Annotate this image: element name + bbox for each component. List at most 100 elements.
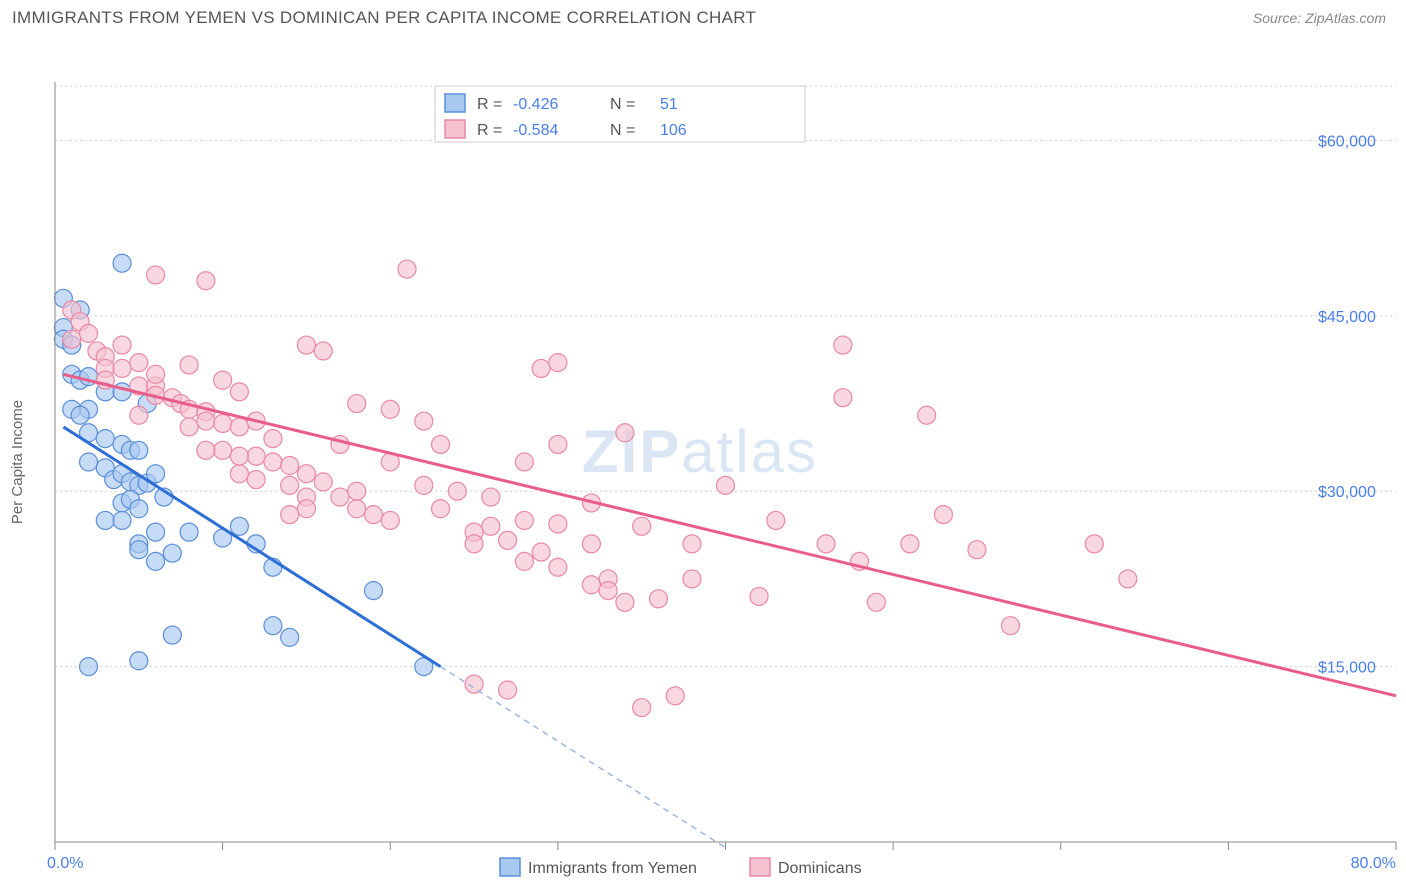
data-point bbox=[549, 558, 567, 576]
data-point bbox=[281, 457, 299, 475]
data-point bbox=[80, 324, 98, 342]
data-point bbox=[264, 430, 282, 448]
data-point bbox=[348, 500, 366, 518]
data-point bbox=[197, 412, 215, 430]
legend-n-value: 51 bbox=[660, 96, 678, 113]
data-point bbox=[582, 535, 600, 553]
data-point bbox=[767, 511, 785, 529]
data-point bbox=[230, 465, 248, 483]
data-point bbox=[130, 541, 148, 559]
data-point bbox=[934, 506, 952, 524]
data-point bbox=[717, 476, 735, 494]
data-point bbox=[968, 541, 986, 559]
data-point bbox=[364, 582, 382, 600]
data-point bbox=[130, 500, 148, 518]
data-point bbox=[499, 531, 517, 549]
data-point bbox=[247, 471, 265, 489]
data-point bbox=[197, 272, 215, 290]
data-point bbox=[1085, 535, 1103, 553]
data-point bbox=[599, 582, 617, 600]
data-point bbox=[230, 517, 248, 535]
data-point bbox=[683, 535, 701, 553]
data-point bbox=[499, 681, 517, 699]
legend-r-value: -0.426 bbox=[513, 96, 558, 113]
data-point bbox=[130, 406, 148, 424]
data-point bbox=[264, 453, 282, 471]
legend-swatch bbox=[500, 858, 520, 876]
data-point bbox=[616, 593, 634, 611]
data-point bbox=[482, 517, 500, 535]
data-point bbox=[163, 626, 181, 644]
data-point bbox=[582, 576, 600, 594]
data-point bbox=[432, 500, 450, 518]
data-point bbox=[130, 354, 148, 372]
data-point bbox=[113, 359, 131, 377]
x-max-label: 80.0% bbox=[1351, 855, 1396, 872]
y-tick-label: $15,000 bbox=[1318, 660, 1376, 677]
data-point bbox=[465, 535, 483, 553]
chart-header: IMMIGRANTS FROM YEMEN VS DOMINICAN PER C… bbox=[0, 0, 1406, 32]
data-point bbox=[96, 511, 114, 529]
data-point bbox=[130, 652, 148, 670]
x-min-label: 0.0% bbox=[47, 855, 83, 872]
data-point bbox=[515, 453, 533, 471]
data-point bbox=[515, 511, 533, 529]
data-point bbox=[348, 395, 366, 413]
chart-title: IMMIGRANTS FROM YEMEN VS DOMINICAN PER C… bbox=[12, 8, 756, 28]
legend-n-value: 106 bbox=[660, 122, 687, 139]
data-point bbox=[281, 628, 299, 646]
data-point bbox=[918, 406, 936, 424]
data-point bbox=[432, 435, 450, 453]
data-point bbox=[264, 617, 282, 635]
data-point bbox=[834, 336, 852, 354]
data-point bbox=[649, 590, 667, 608]
legend-swatch bbox=[445, 94, 465, 112]
data-point bbox=[901, 535, 919, 553]
data-point bbox=[230, 418, 248, 436]
data-point bbox=[314, 473, 332, 491]
data-point bbox=[281, 476, 299, 494]
data-point bbox=[750, 587, 768, 605]
data-point bbox=[415, 412, 433, 430]
data-point bbox=[63, 330, 81, 348]
data-point bbox=[80, 453, 98, 471]
data-point bbox=[247, 447, 265, 465]
data-point bbox=[230, 383, 248, 401]
y-tick-label: $45,000 bbox=[1318, 309, 1376, 326]
legend-r-label: R = bbox=[477, 96, 502, 113]
data-point bbox=[532, 543, 550, 561]
data-point bbox=[297, 336, 315, 354]
data-point bbox=[549, 435, 567, 453]
data-point bbox=[180, 523, 198, 541]
data-point bbox=[214, 441, 232, 459]
data-point bbox=[465, 675, 483, 693]
chart-source: Source: ZipAtlas.com bbox=[1253, 10, 1386, 26]
data-point bbox=[515, 552, 533, 570]
data-point bbox=[147, 523, 165, 541]
legend-r-label: R = bbox=[477, 122, 502, 139]
data-point bbox=[180, 356, 198, 374]
data-point bbox=[683, 570, 701, 588]
data-point bbox=[616, 424, 634, 442]
y-axis-label: Per Capita Income bbox=[9, 400, 26, 524]
data-point bbox=[214, 371, 232, 389]
data-point bbox=[214, 414, 232, 432]
data-point bbox=[113, 336, 131, 354]
data-point bbox=[80, 658, 98, 676]
y-tick-label: $60,000 bbox=[1318, 133, 1376, 150]
data-point bbox=[448, 482, 466, 500]
data-point bbox=[163, 544, 181, 562]
data-point bbox=[549, 515, 567, 533]
data-point bbox=[549, 354, 567, 372]
y-tick-label: $30,000 bbox=[1318, 484, 1376, 501]
data-point bbox=[1119, 570, 1137, 588]
data-point bbox=[633, 699, 651, 717]
data-point bbox=[297, 465, 315, 483]
data-point bbox=[197, 441, 215, 459]
series-legend: Immigrants from YemenDominicans bbox=[500, 858, 862, 877]
scatter-chart: ZIPatlas$15,000$30,000$45,000$60,0000.0%… bbox=[0, 32, 1406, 882]
data-point bbox=[398, 260, 416, 278]
data-point bbox=[415, 476, 433, 494]
legend-n-label: N = bbox=[610, 122, 635, 139]
data-point bbox=[381, 511, 399, 529]
